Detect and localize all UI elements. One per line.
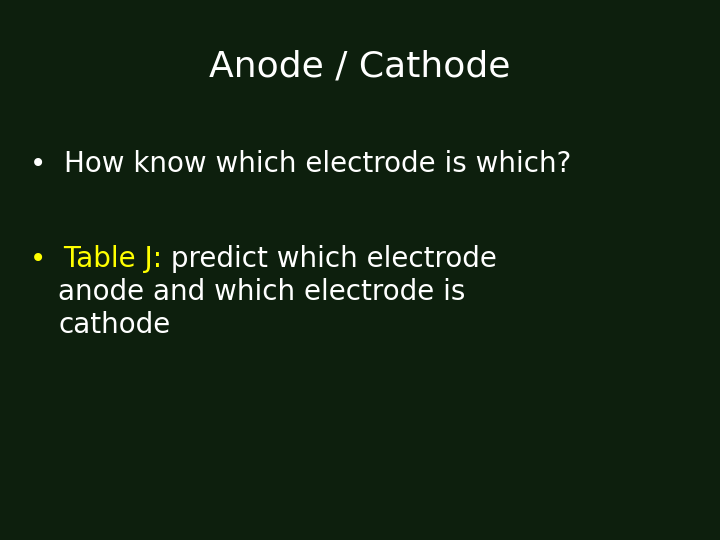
- Text: •  How know which electrode is which?: • How know which electrode is which?: [30, 150, 572, 178]
- Text: •  Table J:: • Table J:: [30, 245, 162, 273]
- Text: cathode: cathode: [58, 311, 170, 339]
- Text: anode and which electrode is: anode and which electrode is: [58, 278, 465, 306]
- Text: Anode / Cathode: Anode / Cathode: [210, 50, 510, 84]
- Text: predict which electrode: predict which electrode: [162, 245, 497, 273]
